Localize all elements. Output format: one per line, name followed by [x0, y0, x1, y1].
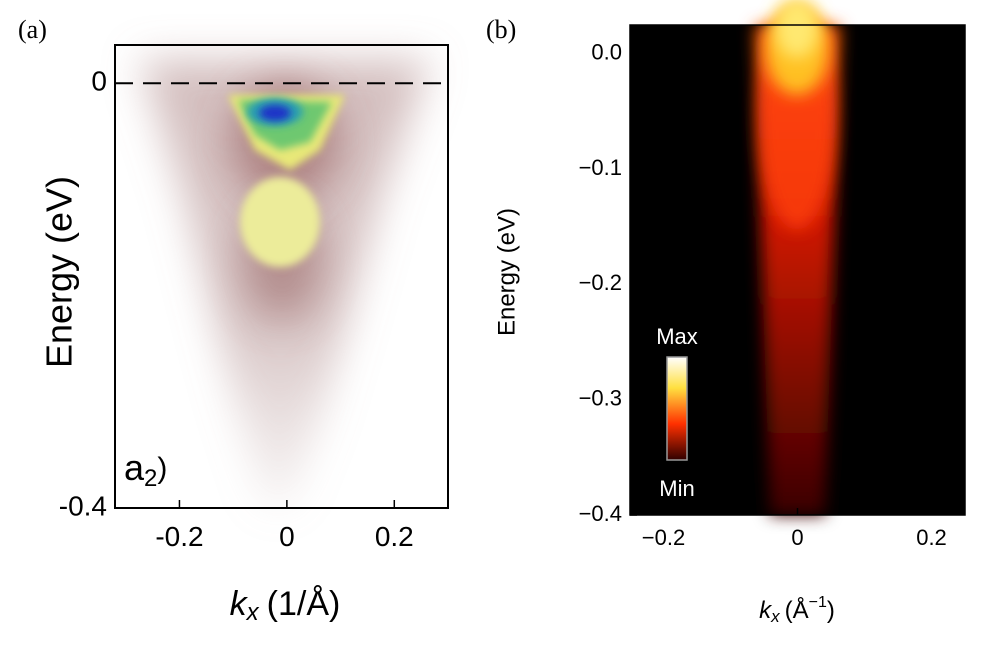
x-superscript: −1: [809, 594, 827, 611]
y-axis-title: Energy (eV): [39, 176, 80, 368]
x-tick-label: 0: [791, 525, 803, 550]
inset-main: a: [124, 447, 145, 488]
x-tick-label: −0.2: [642, 525, 685, 550]
x-symbol: k: [230, 585, 249, 623]
panel-label: (a): [18, 15, 47, 44]
axes-frame-a: [114, 44, 449, 509]
y-axis-title: Energy (eV): [493, 208, 520, 336]
colorbar-max: Max: [656, 324, 698, 349]
x-tick-label: 0.2: [375, 521, 414, 552]
x-tick-label: 0.2: [916, 525, 947, 550]
x-subscript: x: [770, 607, 780, 626]
x-symbol: k: [759, 597, 773, 624]
x-unit-close: ): [827, 597, 835, 624]
y-tick-label: −0.3: [579, 386, 622, 411]
x-subscript: x: [246, 599, 260, 626]
x-axis-title: kx (1/Å): [230, 585, 341, 626]
heatmap-a: [140, 60, 430, 505]
x-tick-label: 0: [279, 521, 295, 552]
colorbar: [666, 356, 688, 461]
y-tick-label: 0: [91, 66, 107, 97]
inset-close: ): [157, 452, 167, 485]
panel-label: (b): [486, 15, 516, 44]
y-tick-label: 0.0: [591, 40, 622, 65]
x-unit: (Å: [785, 596, 809, 624]
y-tick-label: −0.4: [579, 501, 622, 526]
y-tick-label: −0.1: [579, 155, 622, 180]
colorbar-min: Min: [659, 476, 694, 501]
x-tick-label: -0.2: [155, 521, 203, 552]
y-tick-label: −0.2: [579, 270, 622, 295]
x-axis-title: kx (Å−1): [759, 594, 835, 626]
inset-subscript: 2: [144, 465, 157, 492]
heatmap-b: [630, 0, 965, 515]
y-tick-label: -0.4: [59, 490, 107, 521]
x-unit: (1/Å): [267, 585, 341, 623]
inset-label: a2): [124, 447, 167, 493]
